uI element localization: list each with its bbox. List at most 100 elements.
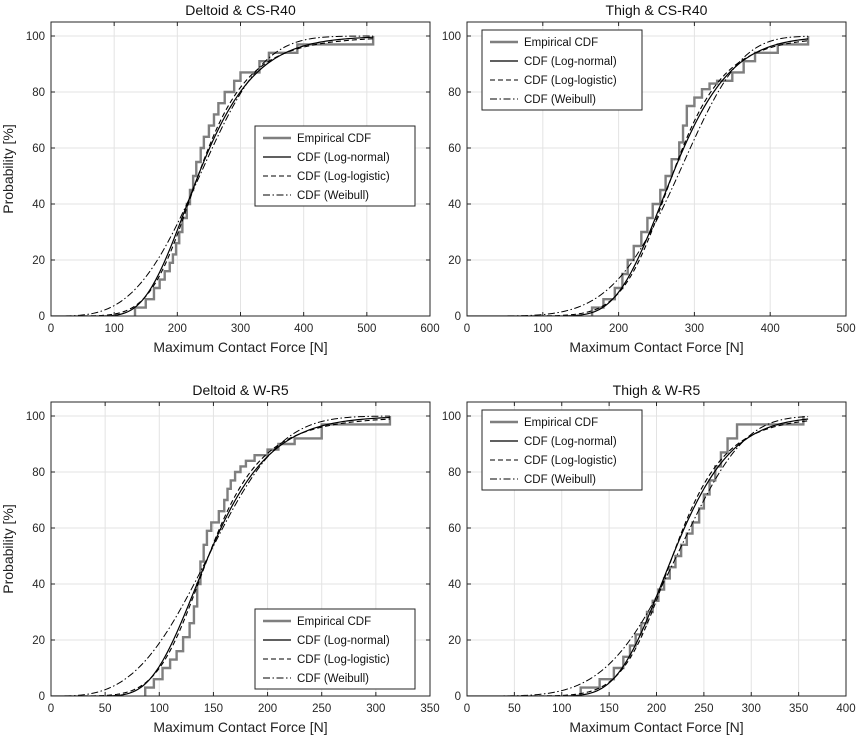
legend-box bbox=[481, 29, 643, 111]
legend-label: CDF (Log-logistic) bbox=[524, 75, 617, 87]
legend: Empirical CDF CDF (Log-normal) CDF (Log-lo… bbox=[481, 29, 643, 111]
x-tick-label: 250 bbox=[312, 703, 331, 715]
y-tick-label: 60 bbox=[448, 143, 461, 155]
x-axis-label: Maximum Contact Force [N] bbox=[153, 339, 327, 355]
y-axis-label: Probability [%] bbox=[0, 124, 16, 213]
chart-panel-4: 0 50 100 150 200 250 300 350 400 0 20 40 60 80 100 Thig… bbox=[442, 382, 856, 735]
legend-label: CDF (Log-logistic) bbox=[297, 171, 390, 183]
x-tick-label: 200 bbox=[647, 703, 666, 715]
y-tick-label: 100 bbox=[26, 31, 45, 43]
series-empirical-cdf bbox=[133, 36, 375, 316]
legend-label: CDF (Weibull) bbox=[524, 94, 596, 106]
x-axis-label: Maximum Contact Force [N] bbox=[569, 339, 743, 355]
y-tick-label: 40 bbox=[448, 199, 461, 211]
y-axis-label: Probability [%] bbox=[0, 504, 16, 593]
y-tick-label: 20 bbox=[32, 255, 45, 267]
legend-label: CDF (Log-normal) bbox=[524, 436, 617, 448]
x-tick-label: 500 bbox=[836, 323, 855, 335]
y-tick-label: 20 bbox=[448, 255, 461, 267]
legend-label: CDF (Weibull) bbox=[297, 190, 369, 202]
x-tick-label: 400 bbox=[836, 703, 855, 715]
x-tick-label: 200 bbox=[168, 323, 187, 335]
y-tick-label: 0 bbox=[39, 311, 45, 323]
y-tick-label: 20 bbox=[448, 635, 461, 647]
chart-panel-1: 0 100 200 300 400 500 600 0 20 40 60 80 100 Deltoid &… bbox=[0, 2, 440, 355]
x-tick-label: 0 bbox=[48, 703, 54, 715]
chart-title: Deltoid & W-R5 bbox=[192, 382, 288, 398]
y-tick-label: 100 bbox=[442, 411, 461, 423]
series-cdf-weibull bbox=[467, 416, 809, 696]
series-cdf-weibull bbox=[51, 415, 390, 696]
x-tick-label: 50 bbox=[508, 703, 521, 715]
y-tick-label: 60 bbox=[32, 143, 45, 155]
x-tick-label: 0 bbox=[48, 323, 54, 335]
x-tick-label: 300 bbox=[366, 703, 385, 715]
legend-label: CDF (Log-normal) bbox=[524, 56, 617, 68]
legend-label: CDF (Weibull) bbox=[524, 474, 596, 486]
legend: Empirical CDF CDF (Log-normal) CDF (Log-lo… bbox=[254, 608, 416, 690]
y-tick-label: 80 bbox=[448, 467, 461, 479]
legend-box bbox=[254, 608, 416, 690]
series-cdf-weibull bbox=[51, 35, 374, 316]
y-tick-label: 100 bbox=[442, 31, 461, 43]
series-empirical-cdf bbox=[590, 36, 810, 316]
x-tick-label: 100 bbox=[533, 323, 552, 335]
x-tick-label: 200 bbox=[258, 703, 277, 715]
legend: Empirical CDF CDF (Log-normal) CDF (Log-lo… bbox=[481, 409, 643, 491]
y-tick-label: 0 bbox=[455, 311, 461, 323]
x-tick-label: 350 bbox=[789, 703, 808, 715]
x-tick-label: 150 bbox=[204, 703, 223, 715]
y-tick-label: 40 bbox=[448, 579, 461, 591]
legend-label: CDF (Log-logistic) bbox=[297, 654, 390, 666]
chart-title: Thigh & W-R5 bbox=[613, 382, 701, 398]
axes-frame bbox=[466, 21, 847, 317]
x-tick-label: 0 bbox=[464, 703, 470, 715]
y-tick-label: 100 bbox=[26, 411, 45, 423]
x-tick-label: 300 bbox=[231, 323, 250, 335]
legend-label: Empirical CDF bbox=[524, 37, 598, 49]
x-tick-label: 350 bbox=[420, 703, 439, 715]
y-tick-label: 40 bbox=[32, 579, 45, 591]
legend-box bbox=[481, 409, 643, 491]
x-tick-label: 300 bbox=[742, 703, 761, 715]
x-tick-label: 100 bbox=[150, 703, 169, 715]
chart-panel-2: 0 100 200 300 400 500 0 20 40 60 80 100 Thigh & CS-R… bbox=[442, 2, 856, 355]
x-tick-label: 300 bbox=[685, 323, 704, 335]
legend: Empirical CDF CDF (Log-normal) CDF (Log-lo… bbox=[254, 125, 416, 207]
x-tick-label: 50 bbox=[99, 703, 112, 715]
y-tick-label: 20 bbox=[32, 635, 45, 647]
x-tick-label: 400 bbox=[761, 323, 780, 335]
series-empirical-cdf bbox=[144, 416, 392, 696]
chart-title: Deltoid & CS-R40 bbox=[185, 2, 296, 18]
x-tick-label: 200 bbox=[609, 323, 628, 335]
x-tick-label: 100 bbox=[105, 323, 124, 335]
x-tick-label: 0 bbox=[464, 323, 470, 335]
x-tick-label: 150 bbox=[600, 703, 619, 715]
y-tick-label: 80 bbox=[448, 87, 461, 99]
y-tick-label: 60 bbox=[32, 523, 45, 535]
legend-label: Empirical CDF bbox=[524, 417, 598, 429]
x-tick-label: 400 bbox=[294, 323, 313, 335]
legend-box bbox=[254, 125, 416, 207]
y-tick-label: 60 bbox=[448, 523, 461, 535]
legend-label: CDF (Weibull) bbox=[297, 673, 369, 685]
legend-label: CDF (Log-normal) bbox=[297, 152, 390, 164]
axes-frame bbox=[50, 401, 431, 697]
x-tick-label: 500 bbox=[357, 323, 376, 335]
x-axis-label: Maximum Contact Force [N] bbox=[153, 719, 327, 735]
chart-panel-3: 0 50 100 150 200 250 300 350 0 20 40 60 80 100 Deltoid… bbox=[0, 382, 440, 735]
x-tick-label: 100 bbox=[552, 703, 571, 715]
x-tick-label: 250 bbox=[694, 703, 713, 715]
legend-label: CDF (Log-logistic) bbox=[524, 455, 617, 467]
x-axis-label: Maximum Contact Force [N] bbox=[569, 719, 743, 735]
chart-title: Thigh & CS-R40 bbox=[606, 2, 708, 18]
legend-label: Empirical CDF bbox=[297, 133, 371, 145]
series-cdf-loglogistic bbox=[51, 418, 390, 696]
y-tick-label: 0 bbox=[39, 691, 45, 703]
legend-label: CDF (Log-normal) bbox=[297, 635, 390, 647]
y-tick-label: 80 bbox=[32, 467, 45, 479]
x-tick-label: 600 bbox=[420, 323, 439, 335]
legend-label: Empirical CDF bbox=[297, 616, 371, 628]
y-tick-label: 0 bbox=[455, 691, 461, 703]
y-tick-label: 80 bbox=[32, 87, 45, 99]
